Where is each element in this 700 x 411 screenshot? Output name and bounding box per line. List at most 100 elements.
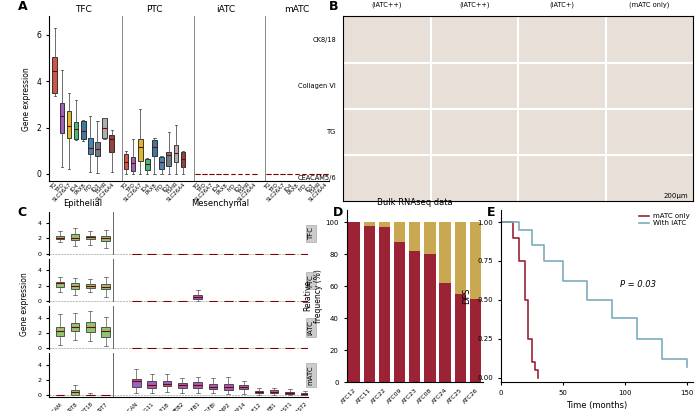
- mATC only: [531, 367, 540, 372]
- PathPatch shape: [131, 157, 135, 171]
- mATC only: [509, 235, 517, 240]
- Text: Collagen VI: Collagen VI: [298, 83, 336, 89]
- Bar: [394, 222, 405, 242]
- Bar: [424, 222, 435, 254]
- Text: TFC: TFC: [307, 227, 314, 240]
- Text: PTC: PTC: [307, 274, 314, 287]
- mATC only: [533, 375, 542, 380]
- PathPatch shape: [132, 379, 141, 387]
- PathPatch shape: [255, 390, 263, 393]
- Bar: [363, 222, 375, 226]
- With iATC: [527, 243, 536, 248]
- Text: D: D: [332, 206, 343, 219]
- Line: mATC only: mATC only: [500, 222, 538, 378]
- PathPatch shape: [88, 139, 92, 154]
- With iATC: [496, 219, 505, 224]
- Y-axis label: DFS: DFS: [463, 288, 472, 304]
- With iATC: [608, 316, 617, 321]
- With iATC: [658, 336, 666, 341]
- PathPatch shape: [102, 327, 110, 337]
- PathPatch shape: [81, 121, 85, 139]
- PathPatch shape: [181, 152, 186, 167]
- mATC only: [521, 259, 529, 263]
- Text: P = 0.03: P = 0.03: [620, 280, 656, 289]
- PathPatch shape: [163, 381, 172, 386]
- Text: iATC15
(iATC++): iATC15 (iATC++): [459, 0, 489, 8]
- With iATC: [608, 297, 617, 302]
- PathPatch shape: [286, 392, 294, 394]
- PathPatch shape: [55, 327, 64, 336]
- With iATC: [658, 356, 666, 361]
- Bar: [440, 283, 451, 382]
- With iATC: [559, 259, 567, 263]
- PathPatch shape: [102, 284, 110, 289]
- With iATC: [540, 243, 548, 248]
- Bar: [454, 294, 466, 382]
- Bar: [470, 299, 481, 382]
- Text: C: C: [18, 206, 27, 219]
- Text: mATC12
(mATC only): mATC12 (mATC only): [629, 0, 669, 8]
- PathPatch shape: [167, 152, 171, 166]
- Text: CEACAM5/6: CEACAM5/6: [298, 175, 336, 181]
- PathPatch shape: [86, 322, 94, 332]
- mATC only: [524, 336, 532, 341]
- Title: Bulk RNAseq data: Bulk RNAseq data: [377, 199, 453, 208]
- PathPatch shape: [174, 145, 178, 162]
- With iATC: [633, 316, 641, 321]
- mATC only: [524, 297, 532, 302]
- PathPatch shape: [95, 142, 100, 156]
- mATC only: [531, 360, 540, 365]
- PathPatch shape: [55, 282, 64, 287]
- Text: iATC: iATC: [216, 5, 235, 14]
- Text: Mesenchymal: Mesenchymal: [192, 199, 250, 208]
- X-axis label: Time (months): Time (months): [566, 402, 627, 411]
- PathPatch shape: [152, 140, 157, 157]
- mATC only: [515, 259, 524, 263]
- PathPatch shape: [71, 323, 79, 331]
- PathPatch shape: [145, 159, 150, 170]
- Text: E: E: [486, 206, 495, 219]
- PathPatch shape: [209, 384, 217, 389]
- mATC only: [527, 336, 536, 341]
- PathPatch shape: [52, 57, 57, 93]
- PathPatch shape: [74, 122, 78, 139]
- PathPatch shape: [124, 154, 128, 169]
- Text: iATC08
(iATC++): iATC08 (iATC++): [372, 0, 402, 8]
- With iATC: [583, 279, 592, 284]
- With iATC: [633, 336, 641, 341]
- Line: With iATC: With iATC: [500, 222, 687, 367]
- Bar: [379, 227, 390, 382]
- PathPatch shape: [270, 390, 279, 393]
- PathPatch shape: [71, 283, 79, 289]
- Text: TG: TG: [327, 129, 336, 135]
- Text: PTC: PTC: [146, 5, 162, 14]
- With iATC: [682, 356, 691, 361]
- Bar: [424, 254, 435, 382]
- Text: TFC: TFC: [75, 5, 92, 14]
- Bar: [349, 222, 360, 382]
- mATC only: [509, 219, 517, 224]
- PathPatch shape: [224, 384, 232, 390]
- With iATC: [559, 279, 567, 284]
- Legend: mATC only, With iATC: mATC only, With iATC: [639, 213, 690, 226]
- mATC only: [515, 235, 524, 240]
- Bar: [470, 222, 481, 299]
- PathPatch shape: [109, 135, 114, 152]
- Bar: [454, 222, 466, 294]
- PathPatch shape: [60, 103, 64, 133]
- PathPatch shape: [71, 234, 79, 240]
- PathPatch shape: [71, 390, 79, 395]
- With iATC: [527, 227, 536, 232]
- PathPatch shape: [102, 236, 110, 241]
- Bar: [363, 226, 375, 382]
- PathPatch shape: [55, 236, 64, 239]
- Y-axis label: Relative
frequency (%): Relative frequency (%): [303, 269, 323, 323]
- Text: Epithelial: Epithelial: [63, 199, 102, 208]
- PathPatch shape: [102, 118, 107, 138]
- PathPatch shape: [138, 139, 143, 161]
- With iATC: [515, 227, 524, 232]
- PathPatch shape: [66, 111, 71, 139]
- Text: CK8/18: CK8/18: [312, 37, 336, 43]
- Bar: [440, 222, 451, 283]
- Bar: [409, 251, 421, 382]
